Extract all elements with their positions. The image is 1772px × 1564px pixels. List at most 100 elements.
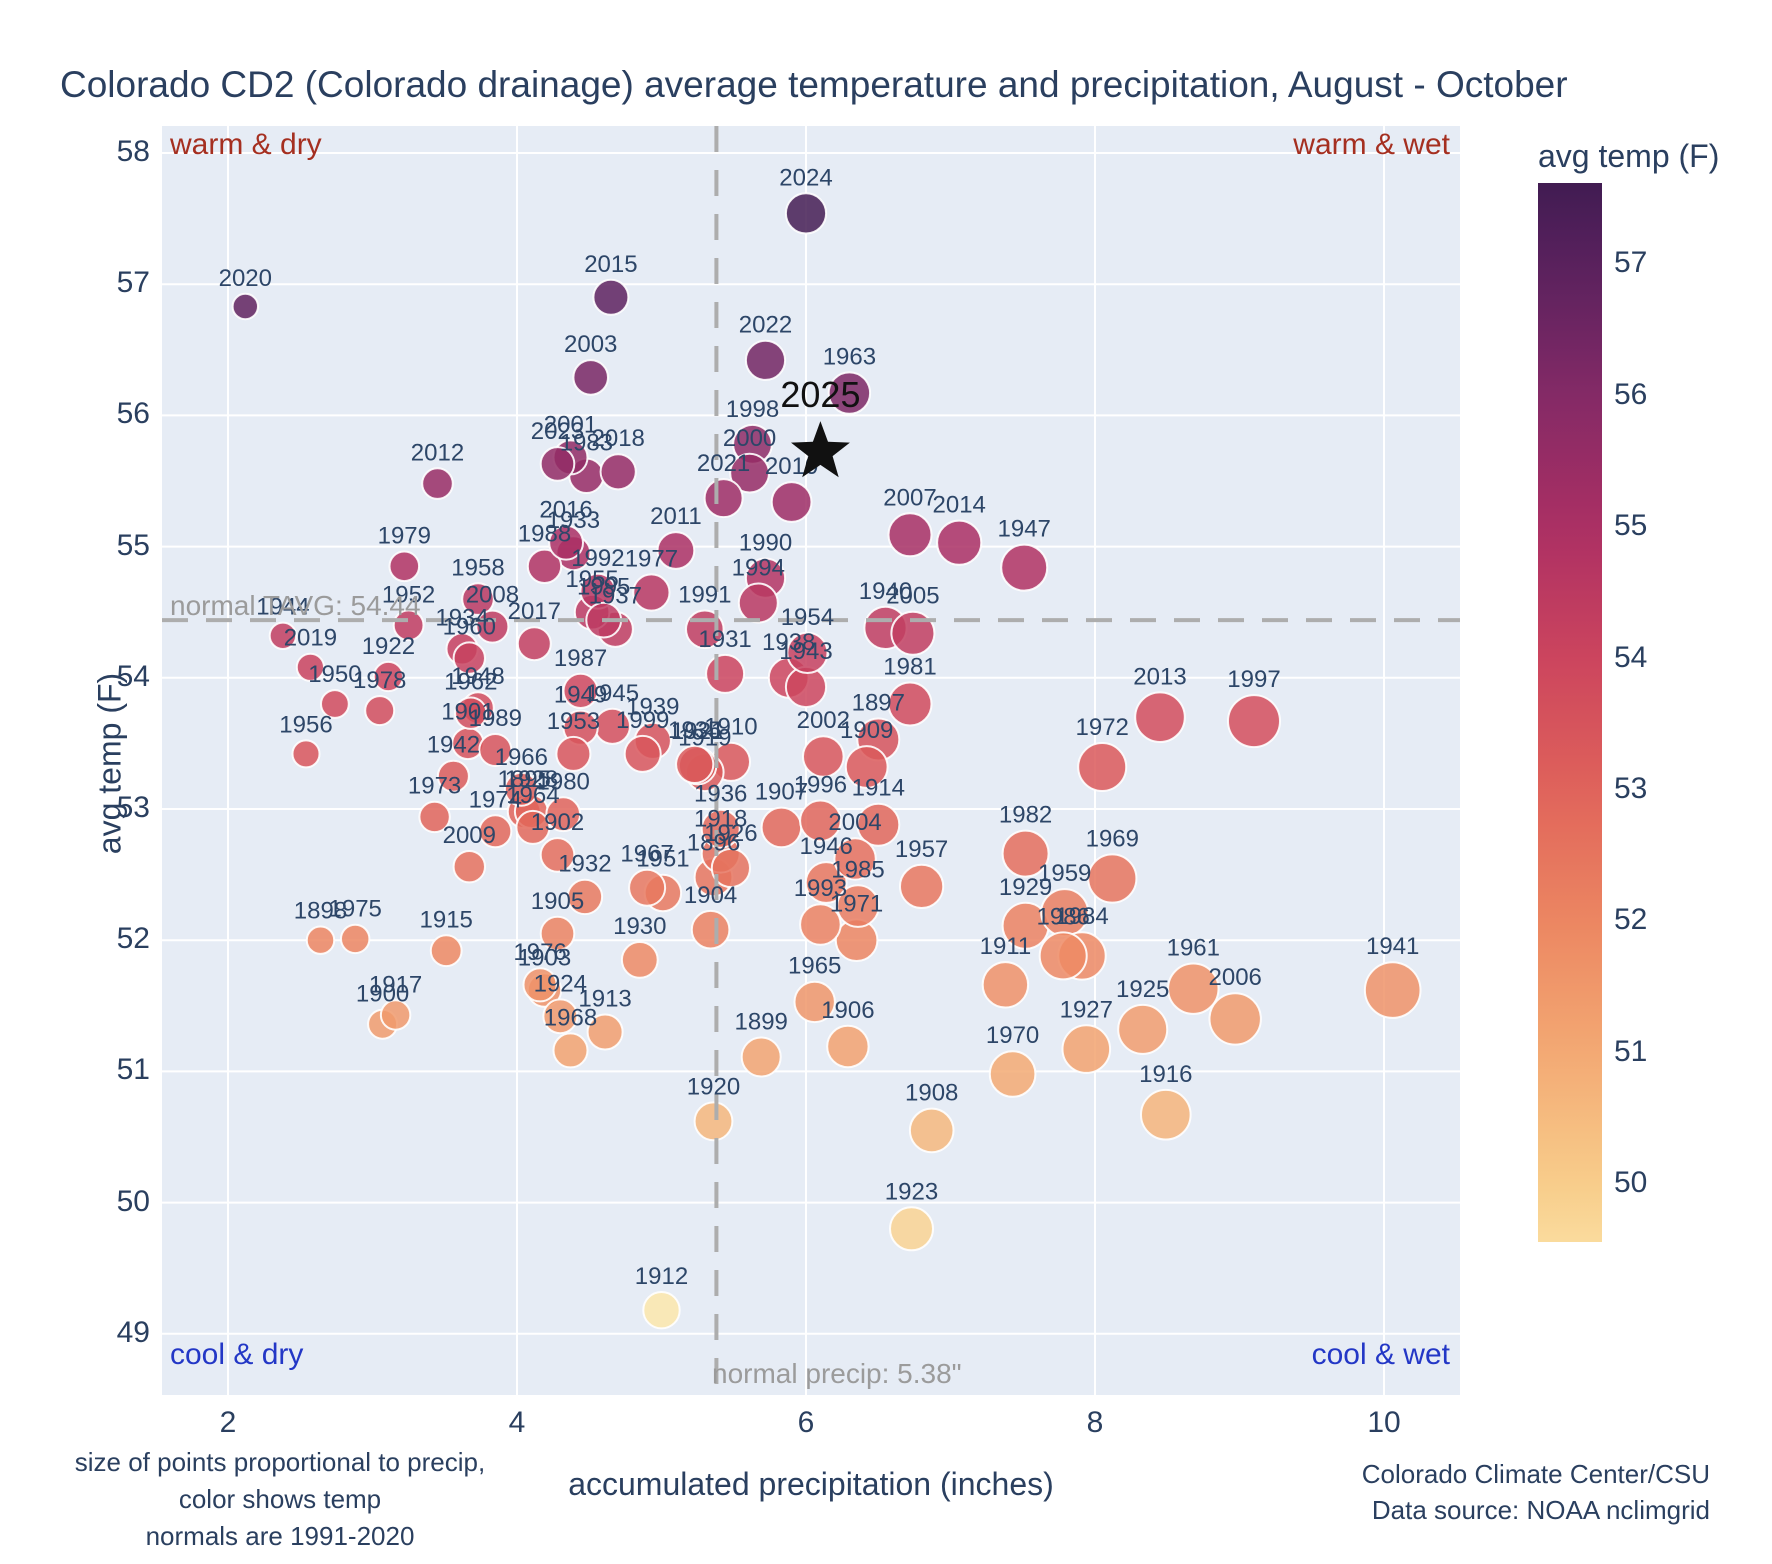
data-point-2005[interactable] [890,610,936,656]
data-point-2015[interactable] [592,278,630,316]
data-point-1960[interactable] [452,641,486,675]
data-point-1946[interactable] [804,861,848,904]
data-point-1979[interactable] [388,550,421,583]
data-point-1931[interactable] [705,653,746,694]
data-point-1980[interactable] [545,796,582,833]
data-point-1956[interactable] [291,739,321,769]
data-point-2021[interactable] [703,478,744,519]
data-point-2007[interactable] [887,512,933,558]
data-point-1909[interactable] [844,745,889,789]
data-point-1899[interactable] [740,1036,782,1078]
data-point-1975[interactable] [340,923,371,955]
data-point-1908[interactable] [908,1107,955,1154]
data-point-1978[interactable] [364,695,396,727]
data-point-1902[interactable] [539,837,576,873]
data-point-1935[interactable] [675,744,715,785]
year-label-1974: 1974 [469,786,522,813]
data-point-1942[interactable] [436,759,470,793]
data-point-1914[interactable] [856,802,901,847]
data-point-1907[interactable] [760,806,803,849]
data-point-1905[interactable] [539,915,576,952]
highlight-star-2025[interactable] [791,421,850,478]
data-point-1964[interactable] [515,809,551,845]
data-point-1967[interactable] [628,868,667,907]
data-point-1993[interactable] [799,903,842,946]
data-point-1981[interactable] [887,681,933,727]
data-point-1922[interactable] [372,660,404,693]
data-point-1996[interactable] [799,799,842,843]
data-point-1973[interactable] [418,800,451,834]
data-point-1966[interactable] [503,771,539,807]
data-point-1997[interactable] [1227,694,1281,749]
data-point-2024[interactable] [784,192,828,235]
data-point-1898[interactable] [305,925,336,955]
data-point-1969[interactable] [1087,853,1138,904]
data-point-1977[interactable] [632,573,671,612]
data-point-1988[interactable] [526,548,563,584]
data-point-1965[interactable] [793,980,836,1024]
data-point-1963[interactable] [827,371,872,415]
data-point-1972[interactable] [1077,742,1128,792]
data-point-1930[interactable] [620,941,659,979]
data-point-2009[interactable] [452,850,486,884]
data-point-2020[interactable] [231,292,260,321]
colorbar-tick-53: 53 [1614,772,1648,806]
data-point-1926[interactable] [710,847,752,889]
data-point-2014[interactable] [936,519,983,566]
data-point-2016[interactable] [548,524,585,561]
data-point-1989[interactable] [478,733,513,767]
data-point-2022[interactable] [744,339,787,381]
data-point-2000[interactable] [729,452,770,494]
data-point-1982[interactable] [1001,829,1050,878]
data-point-1906[interactable] [826,1024,870,1069]
data-point-1962[interactable] [454,696,488,730]
data-point-1944[interactable] [268,621,298,650]
data-point-1986[interactable] [1038,931,1088,981]
data-point-1987[interactable] [562,672,599,710]
data-point-1970[interactable] [988,1050,1037,1098]
data-point-1911[interactable] [981,961,1030,1009]
data-point-2004[interactable] [833,837,877,881]
data-point-2018[interactable] [599,453,637,491]
data-point-2003[interactable] [572,359,610,396]
data-point-2019[interactable] [295,652,325,682]
data-point-2011[interactable] [656,531,696,570]
data-point-1941[interactable] [1363,961,1422,1019]
data-point-2006[interactable] [1208,992,1262,1046]
data-point-1912[interactable] [642,1291,681,1330]
data-point-1915[interactable] [429,934,463,968]
data-point-1913[interactable] [586,1013,624,1051]
data-point-1927[interactable] [1061,1024,1112,1074]
data-point-1936[interactable] [700,808,741,849]
data-point-1976[interactable] [522,967,558,1003]
data-point-2013[interactable] [1134,691,1186,744]
data-point-1954[interactable] [786,631,829,675]
data-point-2010[interactable] [770,481,813,523]
data-point-1974[interactable] [478,814,513,849]
data-point-1985[interactable] [836,884,880,928]
data-point-1920[interactable] [693,1101,734,1142]
data-point-1925[interactable] [1117,1003,1169,1055]
year-label-1918: 1918 [694,806,747,833]
data-point-1904[interactable] [690,909,731,950]
data-point-1958[interactable] [461,582,495,616]
data-point-1917[interactable] [379,999,412,1031]
data-point-1953[interactable] [555,735,592,772]
data-point-2002[interactable] [802,735,845,778]
data-point-1950[interactable] [320,689,350,719]
data-point-1961[interactable] [1167,962,1220,1015]
data-point-1932[interactable] [566,878,604,916]
data-point-1916[interactable] [1140,1088,1192,1141]
data-point-1999[interactable] [623,734,662,773]
data-point-1924[interactable] [542,998,579,1035]
data-point-2023[interactable] [539,446,576,482]
data-point-1947[interactable] [1000,543,1049,592]
data-point-1968[interactable] [552,1032,589,1069]
data-point-1957[interactable] [899,863,945,910]
data-point-1923[interactable] [889,1206,934,1252]
data-point-1952[interactable] [392,609,425,642]
data-point-1994[interactable] [737,582,779,624]
year-label-1922: 1922 [362,633,415,660]
data-point-2012[interactable] [421,467,454,500]
data-point-2017[interactable] [516,626,552,662]
